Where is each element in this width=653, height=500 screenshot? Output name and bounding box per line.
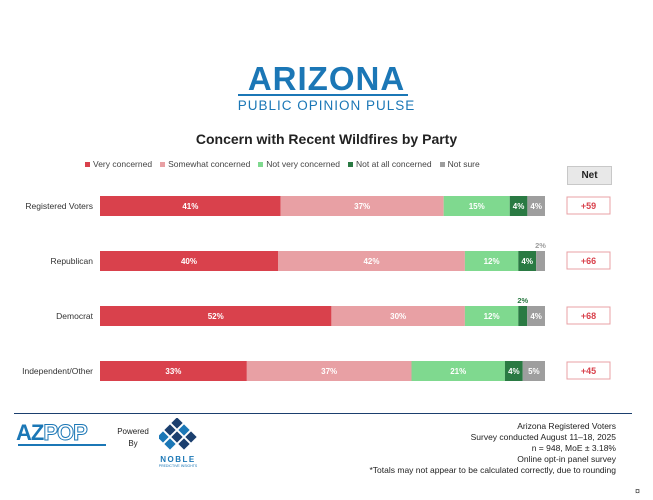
bar-segment <box>443 196 510 216</box>
data-label: 41% <box>182 202 198 211</box>
legend-item: Not very concerned <box>258 158 340 170</box>
bar-segment <box>504 361 523 381</box>
legend-item: Somewhat concerned <box>160 158 250 170</box>
legend-item: Not sure <box>439 158 480 170</box>
category-label: Republican <box>50 256 93 266</box>
noble-logo-icon <box>159 418 197 450</box>
method-line: n = 948, MoE ± 3.18% <box>531 443 616 453</box>
brand-divider <box>238 94 408 96</box>
legend-label: Not sure <box>447 159 480 169</box>
method-line: Arizona Registered Voters <box>517 421 616 431</box>
method-line: Online opt-in panel survey <box>517 454 616 464</box>
legend-item: Not at all concerned <box>348 158 432 170</box>
category-label: Registered Voters <box>25 201 93 211</box>
bar-segment <box>527 196 545 216</box>
net-value: +66 <box>581 256 596 266</box>
legend-swatch <box>85 161 90 167</box>
bar-segment <box>464 251 519 271</box>
corner-mark-icon: ¤ <box>635 486 641 496</box>
bar-segment <box>464 306 519 326</box>
data-label: 4% <box>508 367 520 376</box>
stacked-bar-chart: Registered Voters 41% 37% 15% 4% 4% +59 Republi… <box>22 196 611 381</box>
data-label: 12% <box>484 257 500 266</box>
data-label: 4% <box>530 312 542 321</box>
bar-segment <box>518 306 528 326</box>
bar-segment <box>536 251 545 271</box>
legend-label: Not very concerned <box>266 159 340 169</box>
net-box <box>566 306 611 325</box>
category-label: Democrat <box>56 311 93 321</box>
data-label: 40% <box>181 257 197 266</box>
bar-segment <box>280 196 444 216</box>
net-box <box>566 196 611 215</box>
chart-legend: Very concerned Somewhat concerned Not very… <box>85 158 488 170</box>
bar-segment <box>509 196 528 216</box>
data-label: 4% <box>530 202 542 211</box>
data-label: 2% <box>535 241 546 250</box>
footer-divider <box>14 413 632 414</box>
bar-segment <box>527 306 545 326</box>
net-box <box>566 361 611 380</box>
azpop-logo-az: AZ <box>16 420 44 445</box>
legend-label: Not at all concerned <box>356 159 432 169</box>
data-label: 5% <box>528 367 540 376</box>
legend-item: Very concerned <box>85 158 152 170</box>
data-label: 37% <box>354 202 370 211</box>
data-label: 21% <box>450 367 466 376</box>
data-label: 37% <box>321 367 337 376</box>
brand-name: ARIZONA <box>247 60 406 97</box>
bar-segment <box>522 361 545 381</box>
legend-label: Very concerned <box>93 159 153 169</box>
net-value: +68 <box>581 311 596 321</box>
data-label: 2% <box>517 296 528 305</box>
bar-segment <box>411 361 505 381</box>
azpop-logo-underline <box>18 444 106 446</box>
net-box <box>566 251 611 270</box>
net-column-header: Net <box>567 166 612 185</box>
legend-label: Somewhat concerned <box>168 159 251 169</box>
net-value: +59 <box>581 201 596 211</box>
powered-by-line-1: Powered <box>117 427 149 436</box>
category-label: Independent/Other <box>22 366 93 376</box>
bar-segment <box>100 251 278 271</box>
data-label: 52% <box>208 312 224 321</box>
brand-subtitle: PUBLIC OPINION PULSE <box>237 98 416 113</box>
method-line: Survey conducted August 11–18, 2025 <box>470 432 616 442</box>
bar-segment <box>100 361 247 381</box>
noble-tagline: PREDICTIVE INSIGHTS <box>158 464 198 468</box>
azpop-logo-pop: POP <box>43 420 88 446</box>
net-value: +45 <box>581 366 596 376</box>
methodology-note: Arizona Registered Voters Survey conduct… <box>370 421 617 476</box>
data-label: 42% <box>363 257 379 266</box>
bar-segment <box>518 251 537 271</box>
chart-title: Concern with Recent Wildfires by Party <box>195 131 458 147</box>
bar-segment <box>278 251 465 271</box>
bar-segment <box>246 361 412 381</box>
data-label: 4% <box>513 202 525 211</box>
data-label: 15% <box>469 202 485 211</box>
bar-segment <box>100 196 281 216</box>
noble-wordmark: NOBLE <box>160 455 196 464</box>
legend-swatch <box>348 161 353 167</box>
legend-swatch <box>160 161 166 167</box>
powered-by-line-2: By <box>128 439 138 448</box>
method-line: *Totals may not appear to be calculated … <box>369 465 617 475</box>
bar-segment <box>331 306 465 326</box>
legend-swatch <box>439 161 445 167</box>
data-label: 30% <box>390 312 406 321</box>
legend-swatch <box>258 161 264 167</box>
azpop-logo: AZPOP <box>16 420 88 446</box>
bar-segment <box>100 306 332 326</box>
data-label: 4% <box>521 257 533 266</box>
powered-by-label: Powered By <box>116 426 150 450</box>
data-label: 33% <box>165 367 181 376</box>
data-label: 12% <box>484 312 500 321</box>
